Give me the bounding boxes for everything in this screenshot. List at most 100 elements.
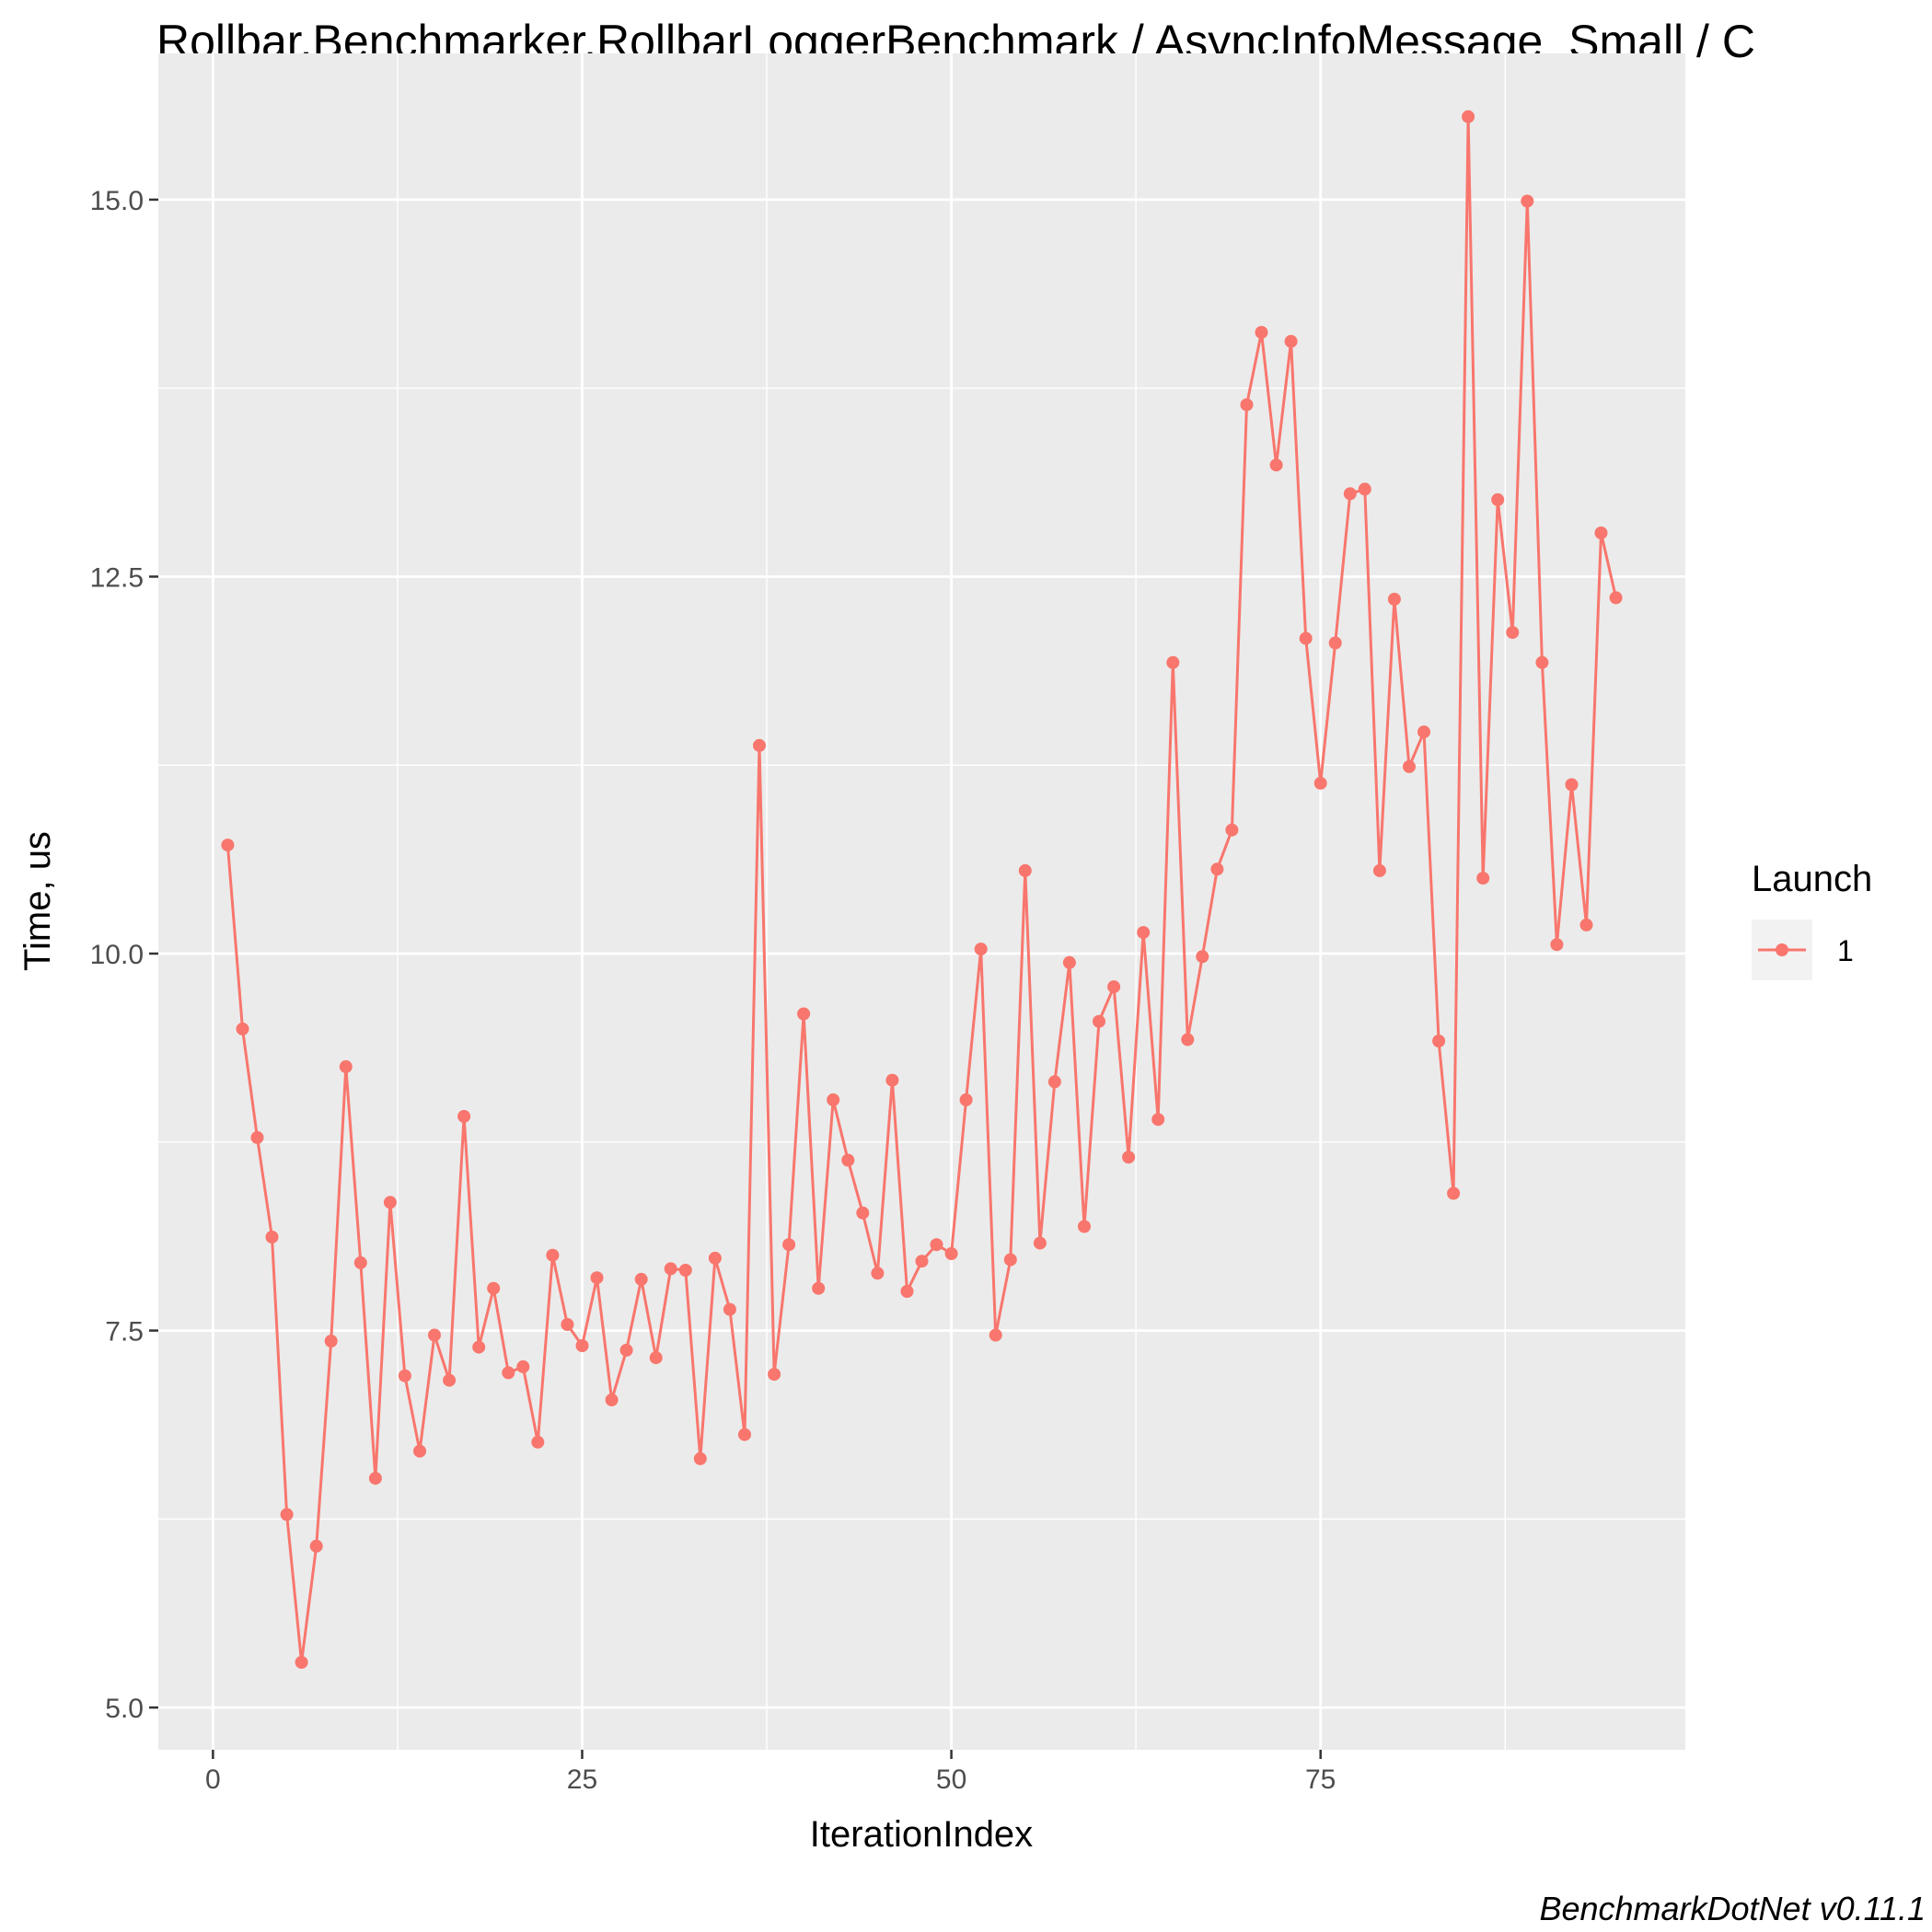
data-point <box>295 1656 308 1669</box>
y-tick-label: 10.0 <box>90 940 144 970</box>
data-point <box>1491 492 1505 506</box>
data-point <box>1565 778 1579 792</box>
data-point <box>443 1373 457 1387</box>
data-point <box>516 1359 530 1373</box>
data-point <box>250 1130 264 1144</box>
data-point <box>1313 776 1327 790</box>
data-point <box>915 1255 929 1268</box>
data-point <box>1137 926 1151 940</box>
data-point <box>1506 626 1520 640</box>
data-point <box>693 1452 707 1465</box>
data-point <box>1047 1075 1061 1089</box>
data-point <box>1003 1253 1017 1267</box>
data-point <box>1594 526 1608 539</box>
data-point <box>1299 631 1313 645</box>
minor-gridlines <box>158 53 1685 1750</box>
x-axis: 0 25 50 75 <box>205 1750 1336 1795</box>
data-point <box>649 1351 663 1365</box>
data-point <box>324 1335 338 1348</box>
data-point <box>1432 1035 1446 1047</box>
data-point <box>502 1366 515 1380</box>
data-point <box>708 1251 722 1265</box>
data-point <box>841 1153 855 1167</box>
data-point <box>339 1059 353 1073</box>
data-point <box>575 1339 589 1352</box>
data-point <box>1417 725 1430 739</box>
data-point <box>472 1340 486 1354</box>
data-point <box>546 1248 560 1262</box>
data-point <box>1521 194 1534 208</box>
data-point <box>678 1264 692 1277</box>
data-point <box>782 1238 796 1252</box>
y-tick-label: 15.0 <box>90 186 144 216</box>
data-series-1 <box>221 110 1623 1669</box>
x-tick-label: 50 <box>936 1764 966 1795</box>
data-point <box>398 1369 411 1382</box>
data-point <box>1343 487 1357 501</box>
x-tick-label: 25 <box>567 1764 597 1795</box>
data-point <box>1078 1220 1091 1233</box>
data-point <box>1550 938 1564 952</box>
data-point <box>383 1196 397 1209</box>
data-point <box>723 1302 736 1316</box>
data-point <box>768 1368 781 1382</box>
data-point <box>265 1231 279 1244</box>
data-point <box>1093 1014 1105 1028</box>
data-point <box>1033 1236 1047 1250</box>
data-point <box>989 1328 1002 1342</box>
legend: Launch 1 <box>1752 859 1872 980</box>
data-point <box>221 839 235 852</box>
data-point <box>634 1272 648 1286</box>
data-point <box>1225 823 1239 837</box>
y-tick-label: 5.0 <box>105 1694 144 1724</box>
x-tick-label: 0 <box>205 1764 221 1795</box>
data-point <box>1107 980 1121 994</box>
data-point <box>1579 918 1593 931</box>
data-point <box>531 1435 545 1449</box>
data-point <box>413 1444 426 1458</box>
y-axis-title: Time, us <box>17 831 58 971</box>
data-point <box>871 1267 885 1280</box>
data-point <box>1062 955 1076 969</box>
data-point <box>605 1393 619 1406</box>
data-point <box>1358 482 1371 496</box>
data-point <box>1151 1113 1165 1127</box>
data-point <box>1196 950 1209 964</box>
data-point <box>428 1328 441 1342</box>
data-point <box>1476 872 1490 885</box>
data-point <box>236 1022 249 1035</box>
data-point <box>885 1073 899 1087</box>
y-axis: 5.0 7.5 10.0 12.5 15.0 <box>90 186 158 1724</box>
data-point <box>368 1472 382 1486</box>
y-tick-label: 12.5 <box>90 562 144 593</box>
data-point <box>812 1281 826 1295</box>
x-axis-title: IterationIndex <box>810 1814 1033 1855</box>
data-point <box>309 1539 323 1553</box>
data-point <box>561 1318 574 1331</box>
data-point <box>1269 458 1283 472</box>
data-point <box>457 1109 471 1123</box>
data-point <box>856 1206 870 1220</box>
y-tick-label: 7.5 <box>105 1317 144 1348</box>
data-point <box>353 1255 367 1269</box>
data-point <box>827 1093 840 1106</box>
major-gridlines <box>158 53 1685 1750</box>
data-point <box>664 1262 677 1276</box>
data-point <box>959 1093 973 1106</box>
data-point <box>1403 759 1416 773</box>
data-point <box>1328 636 1342 650</box>
legend-label-series-1: 1 <box>1837 934 1854 967</box>
data-point <box>974 943 988 956</box>
data-point <box>1255 326 1268 340</box>
data-point <box>797 1007 811 1021</box>
data-point <box>1447 1186 1461 1200</box>
legend-key-point <box>1776 943 1788 956</box>
data-point <box>753 738 766 752</box>
data-point <box>619 1343 633 1357</box>
data-point <box>1387 593 1401 606</box>
data-point <box>1240 398 1254 411</box>
chart-caption: BenchmarkDotNet v0.11.1 <box>1539 1890 1926 1927</box>
data-point <box>900 1285 914 1298</box>
data-point <box>1181 1033 1195 1047</box>
data-point <box>1018 863 1032 877</box>
